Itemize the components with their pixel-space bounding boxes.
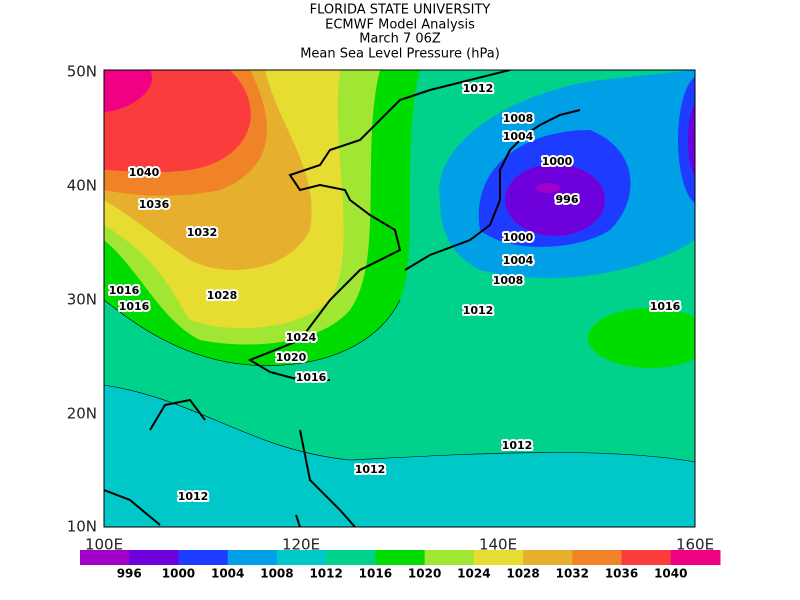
colorbar-label: 1008 [260, 567, 293, 581]
contour-label: 1012 [355, 463, 386, 476]
title-line: FLORIDA STATE UNIVERSITY [310, 3, 491, 18]
contour-label: 1012 [502, 439, 533, 452]
contour-label: 1004 [503, 130, 534, 143]
map-frame [103, 69, 696, 528]
contour-label: 996 [556, 193, 579, 206]
lat-label: 40N [67, 177, 97, 195]
coastline [404, 109, 581, 271]
title-line: Mean Sea Level Pressure (hPa) [300, 47, 500, 62]
contour-label: 1000 [542, 155, 573, 168]
title-line: March 7 06Z [359, 32, 441, 47]
colorbar-swatch [621, 550, 672, 565]
lat-label: 50N [67, 63, 97, 81]
contour-label: 1004 [503, 254, 534, 267]
contour-label: 1008 [503, 112, 534, 125]
contour-label: 1016 [650, 300, 681, 313]
colorbar-swatch [326, 550, 376, 565]
contour-label: 1012 [463, 82, 494, 95]
field-band [505, 164, 605, 236]
field-band [588, 308, 695, 368]
contour-label: 1036 [139, 198, 170, 211]
colorbar-label: 1036 [605, 567, 638, 581]
field-band [104, 70, 152, 112]
colorbar-label: 1032 [556, 567, 589, 581]
coastline [104, 429, 356, 527]
contour-label: 1012 [463, 304, 494, 317]
lat-label: 10N [67, 518, 97, 536]
colorbar-swatch [473, 550, 524, 565]
field-band [678, 76, 695, 204]
colorbar-swatch [80, 550, 130, 565]
contour-label: 1040 [129, 166, 160, 179]
colorbar-swatch [670, 550, 721, 565]
isobar [104, 384, 695, 463]
colorbar-swatch [572, 550, 623, 565]
contour-label: 1016 [119, 300, 150, 313]
colorbar: 996 1000 1004 1008 1012 1016 1020 1024 1028 1032 1… [80, 550, 721, 581]
colorbar-label: 1016 [359, 567, 392, 581]
title-line: ECMWF Model Analysis [325, 18, 475, 33]
field-band [536, 183, 560, 193]
colorbar-swatch [178, 550, 229, 565]
title: FLORIDA STATE UNIVERSITY ECMWF Model Ana… [300, 3, 500, 62]
contour-label: 1016 [109, 284, 140, 297]
axes: 50N 40N 30N 20N 10N 100E 120E 140E 160E [67, 63, 714, 554]
colorbar-label: 996 [117, 567, 142, 581]
contour-label: 1032 [187, 226, 218, 239]
lon-label: 140E [479, 536, 517, 554]
colorbar-swatch [424, 550, 475, 565]
contour-label: 1016 [296, 371, 327, 384]
lat-label: 20N [67, 405, 97, 423]
lat-label: 30N [67, 291, 97, 309]
colorbar-label: 1004 [211, 567, 244, 581]
colorbar-swatch [129, 550, 179, 565]
coastline [149, 70, 511, 527]
contour-label: 1028 [207, 289, 238, 302]
contour-label: 1012 [178, 490, 209, 503]
colorbar-label: 1040 [654, 567, 687, 581]
colorbar-swatch [375, 550, 426, 565]
colorbar-swatch [227, 550, 278, 565]
pressure-field [104, 70, 695, 527]
contour-label: 1008 [493, 274, 524, 287]
field-band [688, 103, 695, 177]
lon-label: 120E [282, 536, 320, 554]
colorbar-label: 1024 [457, 567, 490, 581]
colorbar-label: 1028 [506, 567, 539, 581]
contour-labels: 1012 1008 1004 1000 996 1000 1004 1008 1… [107, 80, 683, 505]
colorbar-label: 1000 [162, 567, 195, 581]
colorbar-swatch [276, 550, 327, 565]
colorbar-label: 1020 [408, 567, 441, 581]
contour-label: 1000 [503, 231, 534, 244]
colorbar-label: 1012 [309, 567, 342, 581]
lon-label: 160E [676, 536, 714, 554]
colorbar-swatch [523, 550, 573, 565]
isobar [104, 299, 401, 366]
contour-label: 1020 [276, 351, 307, 364]
contour-label: 1024 [286, 331, 317, 344]
lon-label: 100E [85, 536, 123, 554]
